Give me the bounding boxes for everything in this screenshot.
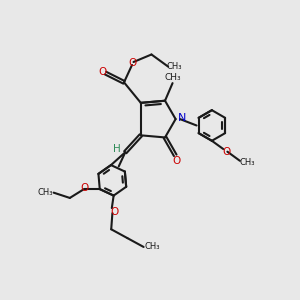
Text: CH₃: CH₃ xyxy=(167,62,182,71)
Text: O: O xyxy=(128,58,137,68)
Text: O: O xyxy=(110,207,118,217)
Text: O: O xyxy=(172,156,181,166)
Text: CH₃: CH₃ xyxy=(239,158,255,167)
Text: O: O xyxy=(98,67,106,76)
Text: O: O xyxy=(80,183,89,193)
Text: CH₃: CH₃ xyxy=(38,188,53,196)
Text: CH₃: CH₃ xyxy=(165,73,182,82)
Text: H: H xyxy=(113,144,121,154)
Text: N: N xyxy=(178,112,186,123)
Text: O: O xyxy=(222,147,230,157)
Text: CH₃: CH₃ xyxy=(144,242,160,251)
